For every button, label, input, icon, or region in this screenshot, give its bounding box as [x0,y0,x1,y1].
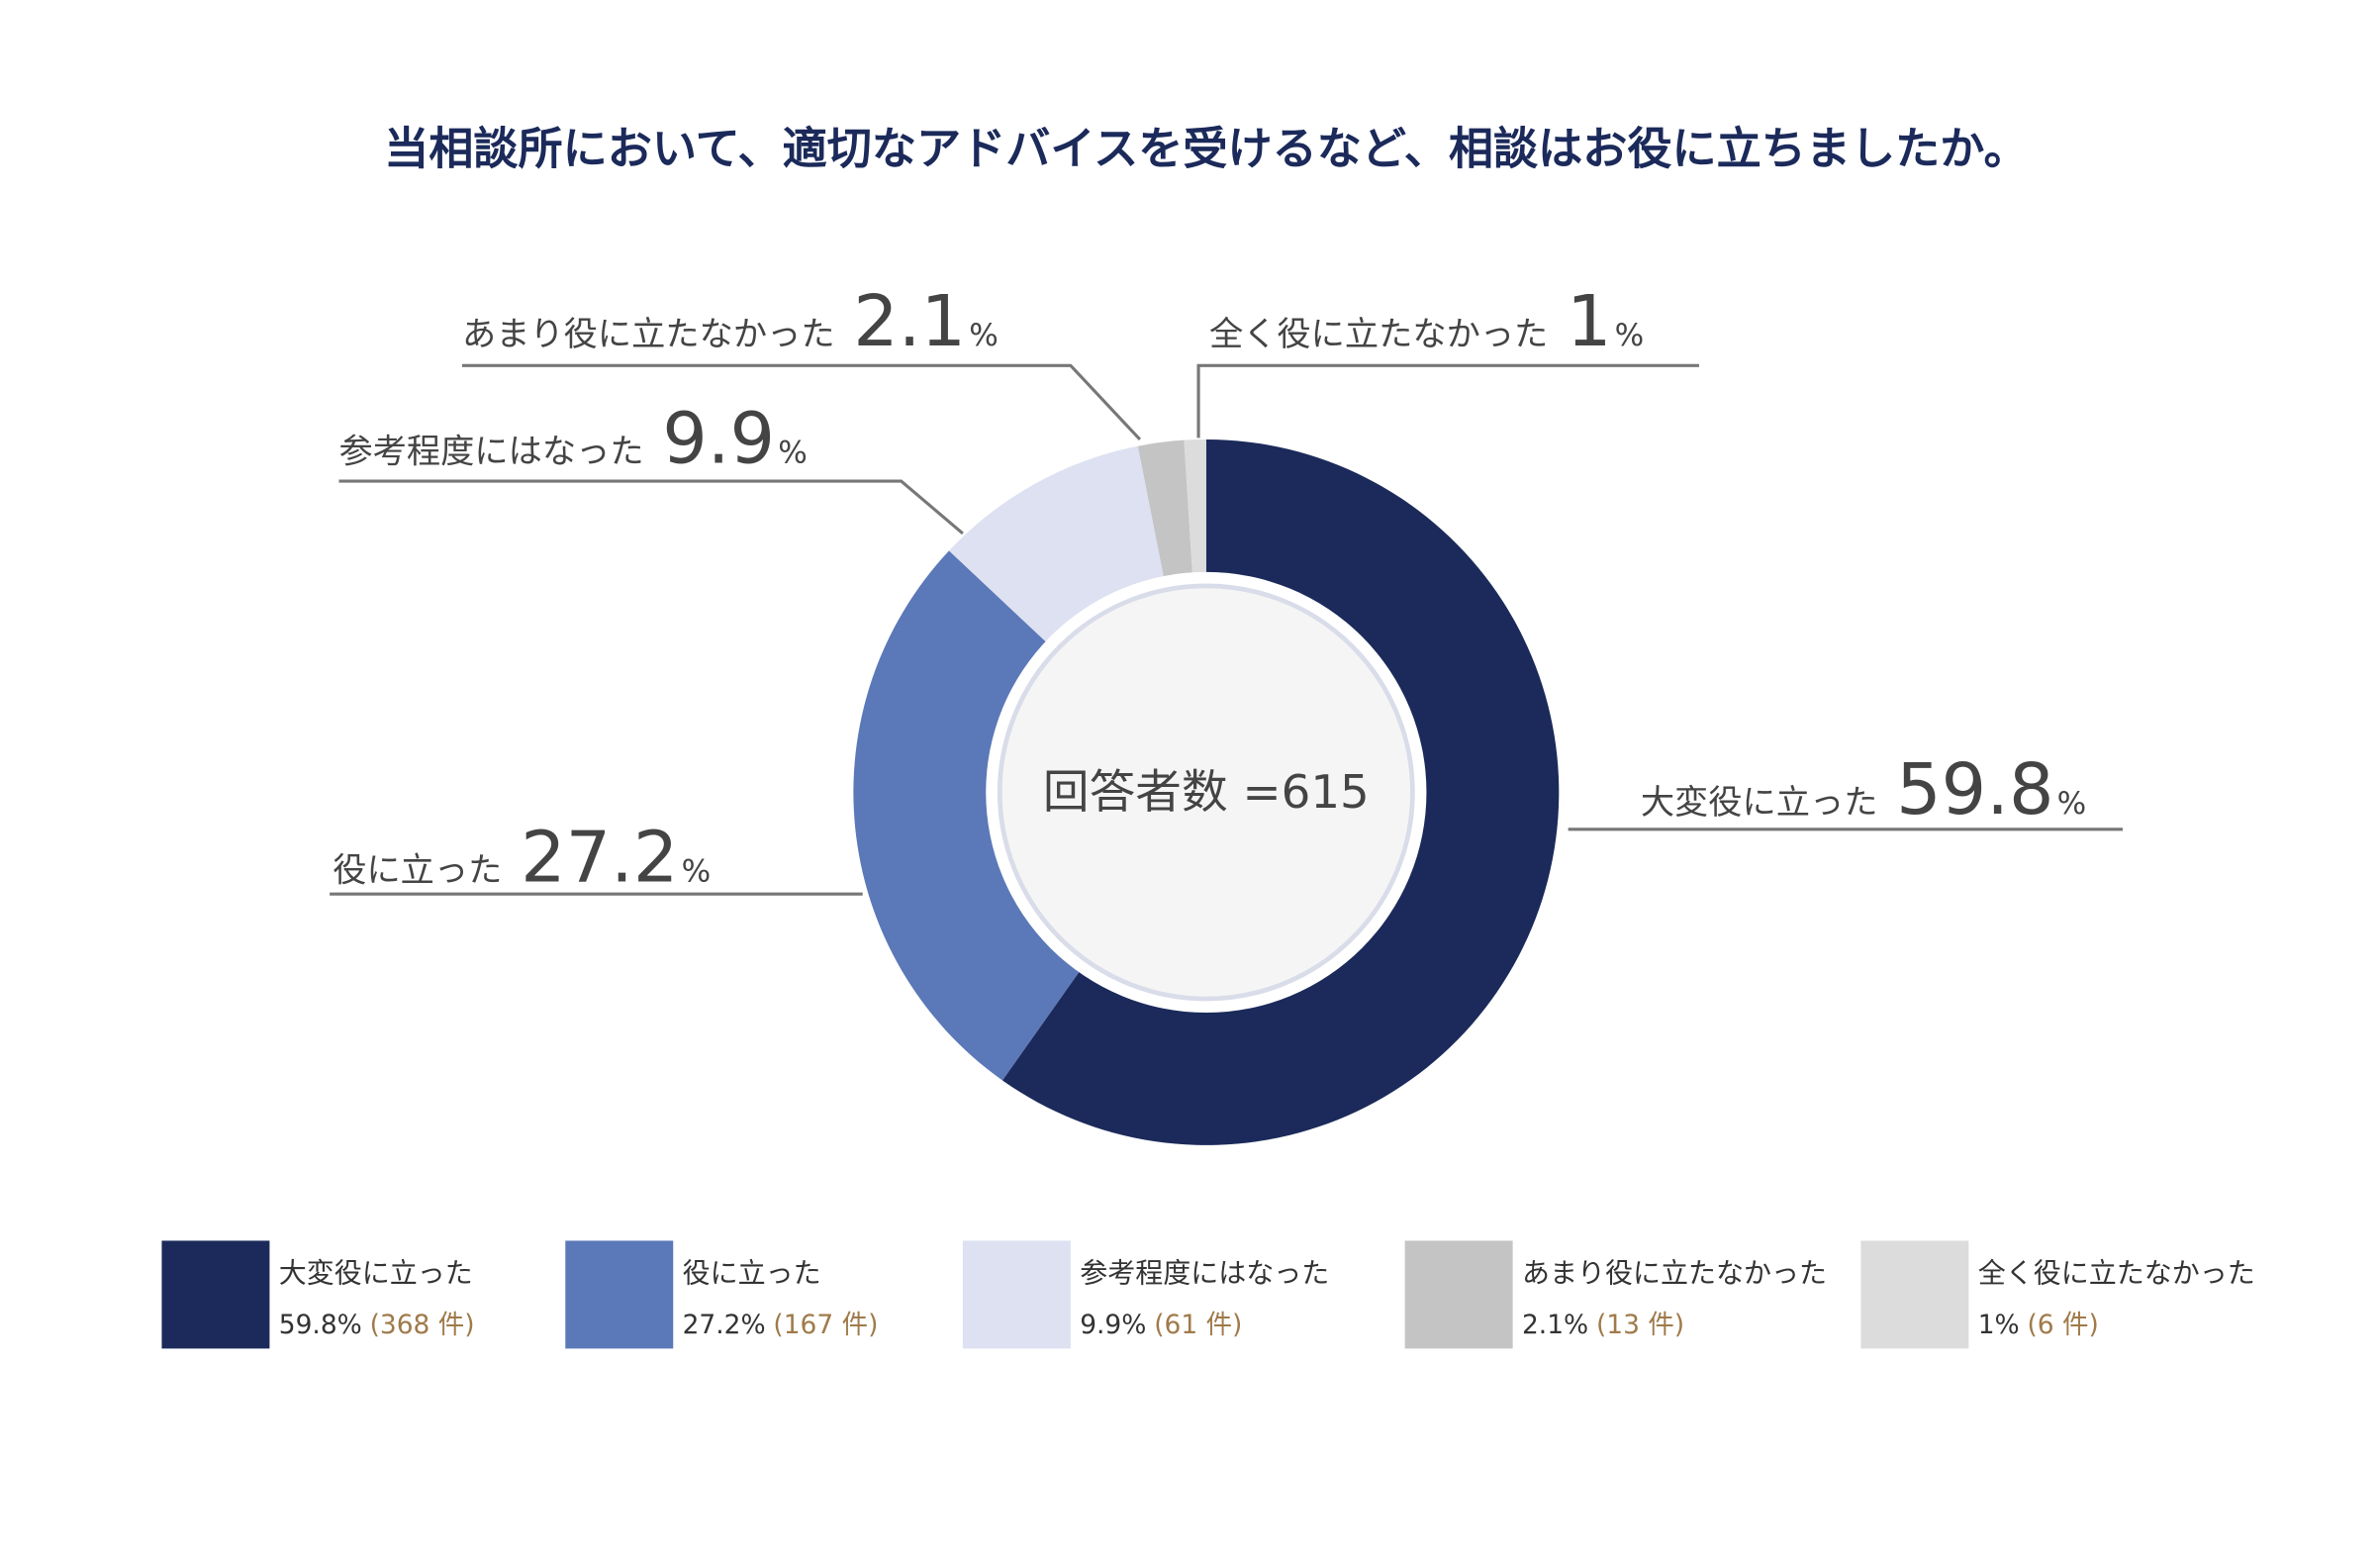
callout-value: 9.9 [662,397,775,479]
legend-value: 1% (6 件) [1978,1310,2099,1340]
legend-swatch [161,1240,270,1349]
callout-value: 59.8 [1896,748,2053,830]
legend-percent: 1% [1978,1310,2020,1340]
legend-swatch [565,1240,674,1349]
callout-category: あまり役に立たなかった [462,315,835,354]
donut-segment [948,445,1165,643]
center-label: 回答者数 =615 [1043,766,1370,820]
legend-swatch [1404,1240,1513,1349]
center-ring [997,583,1415,1002]
legend-swatch [962,1240,1071,1349]
callout-unit: % [778,435,808,470]
legend-value: 59.8% (368 件) [279,1310,475,1340]
legend-count: (167 件) [773,1310,878,1340]
legend-percent: 2.1% [1522,1310,1588,1340]
callout-unit: % [682,854,712,890]
callout: あまり役に立たなかった 2.1% [462,280,999,362]
legend-label: 全く役に立たなかった [1978,1256,2255,1289]
callout: 大変役に立った 59.8% [1641,748,2086,830]
legend-count: (61 件) [1154,1310,1242,1340]
callout-value: 1 [1567,280,1612,362]
legend-percent: 27.2% [683,1310,766,1340]
legend-value: 2.1% (13 件) [1522,1310,1684,1340]
callout-line [338,479,964,536]
callout-line [1196,363,1699,439]
chart-title: 当相談所において、適切なアドバイスを受けるなど、相談はお役に立ちましたか。 [384,122,2029,174]
legend-percent: 59.8% [279,1310,362,1340]
legend-percent: 9.9% [1080,1310,1146,1340]
legend-count: (6 件) [2027,1310,2098,1340]
callout-category: 全く役に立たなかった [1209,315,1548,354]
callout-unit: % [969,318,999,353]
callout-value: 2.1 [853,280,966,362]
legend-swatch [1860,1240,1969,1349]
legend-value: 27.2% (167 件) [683,1310,879,1340]
callout-value: 27.2 [521,817,678,899]
callout-category: 参考程度にはなった [338,432,643,471]
legend-label: あまり役に立たなかった [1522,1256,1827,1289]
callout: 参考程度にはなった 9.9% [338,397,807,479]
callout: 全く役に立たなかった 1% [1209,280,1644,362]
donut-segment [1001,439,1560,1145]
legend-label: 大変役に立った [279,1256,473,1289]
legend-label: 役に立った [683,1256,821,1289]
legend-count: (368 件) [370,1310,475,1340]
donut-segment [1184,439,1206,574]
legend-value: 9.9% (61 件) [1080,1310,1242,1340]
callout-unit: % [1615,318,1645,353]
callout: 役に立った 27.2% [333,817,711,899]
donut-segment [853,550,1081,1081]
legend-count: (13 件) [1596,1310,1684,1340]
callout-category: 大変役に立った [1641,783,1878,823]
callout-line [461,363,1142,441]
callout-unit: % [2057,786,2087,822]
legend-label: 参考程度にはなった [1080,1256,1329,1289]
callout-category: 役に立った [333,851,502,891]
donut-segment [1137,439,1192,578]
